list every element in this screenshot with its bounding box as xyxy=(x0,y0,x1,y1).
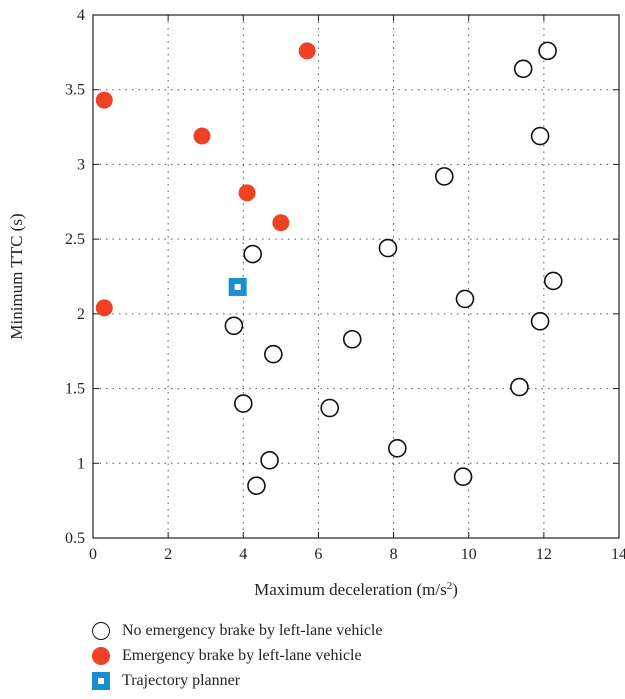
point-no-emergency-brake xyxy=(243,244,262,264)
plot-frame xyxy=(92,14,620,539)
x-tick-label: 12 xyxy=(536,546,552,563)
axis-ticks: 0 2 4 6 8 10 12 14 0.5 1 1.5 2 2.5 3 3.5 4 xyxy=(65,7,625,563)
y-axis-label: Minimum TTC (s) xyxy=(7,213,26,339)
point-trajectory-planner-center xyxy=(234,283,241,290)
x-axis-label: Maximum deceleration (m/s2) xyxy=(254,580,458,599)
point-no-emergency-brake xyxy=(233,394,253,413)
legend-label: Emergency brake by left-lane vehicle xyxy=(122,646,362,664)
legend: No emergency brake by left-lane vehicle … xyxy=(92,618,382,693)
point-no-emergency-brake xyxy=(455,289,475,309)
point-no-emergency-brake xyxy=(260,450,279,470)
y-tick-label: 3.5 xyxy=(65,82,85,99)
point-emergency-brake xyxy=(298,42,316,60)
x-tick-label: 14 xyxy=(611,546,625,563)
data-points xyxy=(95,41,563,496)
point-no-emergency-brake xyxy=(388,439,407,458)
y-tick-label: 2.5 xyxy=(65,231,85,248)
y-tick-label: 1 xyxy=(77,455,85,472)
point-no-emergency-brake xyxy=(530,312,550,331)
x-tick-label: 10 xyxy=(461,546,477,563)
point-no-emergency-brake xyxy=(247,476,266,496)
filled-circle-icon xyxy=(92,646,110,665)
legend-item-trajectory-planner: Trajectory planner xyxy=(92,668,382,693)
open-circle-icon xyxy=(92,621,110,640)
legend-label: No emergency brake by left-lane vehicle xyxy=(122,621,383,639)
y-tick-label: 1.5 xyxy=(65,381,85,398)
point-no-emergency-brake xyxy=(453,467,473,487)
point-no-emergency-brake xyxy=(378,238,398,258)
scatter-chart: 0 2 4 6 8 10 12 14 0.5 1 1.5 2 2.5 3 3.5 4 Maximum dece… xyxy=(7,7,625,599)
point-no-emergency-brake xyxy=(434,167,454,186)
legend-item-no-emergency: No emergency brake by left-lane vehicle xyxy=(92,618,382,643)
point-no-emergency-brake xyxy=(513,59,533,79)
point-trajectory-planner xyxy=(228,277,247,296)
point-emergency-brake xyxy=(272,214,290,232)
point-emergency-brake xyxy=(238,184,256,202)
x-tick-label: 2 xyxy=(164,546,172,563)
point-no-emergency-brake xyxy=(342,329,362,349)
legend-item-emergency: Emergency brake by left-lane vehicle xyxy=(92,643,382,668)
point-no-emergency-brake xyxy=(320,398,340,418)
point-emergency-brake xyxy=(193,127,211,145)
y-tick-label: 4 xyxy=(77,7,85,24)
point-no-emergency-brake xyxy=(224,316,244,336)
point-no-emergency-brake xyxy=(264,344,283,364)
point-no-emergency-brake xyxy=(530,126,550,146)
point-no-emergency-brake xyxy=(510,377,529,397)
x-tick-label: 6 xyxy=(314,546,322,563)
x-tick-label: 4 xyxy=(239,546,247,563)
legend-label: Trajectory planner xyxy=(122,671,241,689)
point-no-emergency-brake xyxy=(543,271,563,291)
point-no-emergency-brake xyxy=(538,41,557,61)
point-emergency-brake xyxy=(95,91,113,109)
x-tick-label: 8 xyxy=(390,546,398,563)
y-tick-label: 2 xyxy=(77,306,85,323)
grid xyxy=(93,15,619,538)
y-tick-label: 3 xyxy=(77,156,85,173)
point-emergency-brake xyxy=(95,299,113,317)
x-tick-label: 0 xyxy=(89,546,97,563)
square-icon xyxy=(92,671,110,690)
y-tick-label: 0.5 xyxy=(65,530,85,547)
